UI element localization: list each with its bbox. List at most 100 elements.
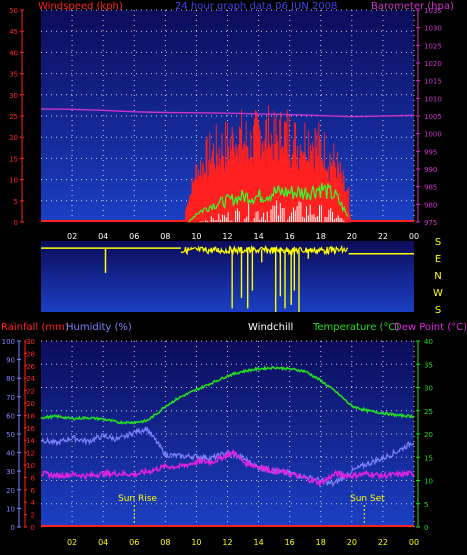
wind-x-tick-label: 20 bbox=[347, 232, 357, 241]
temperature-axis-title: Temperature (°C) bbox=[312, 322, 399, 333]
temperature-tick-label: 40 bbox=[424, 338, 433, 346]
rainfall-tick-label: 12 bbox=[26, 450, 35, 458]
windspeed-area bbox=[186, 134, 351, 223]
temperature-x-tick-label: 14 bbox=[253, 538, 263, 547]
humidity-tick-label: 80 bbox=[6, 375, 15, 383]
wind-x-tick-label: 06 bbox=[129, 232, 139, 241]
temperature-x-tick-label: 08 bbox=[160, 538, 170, 547]
wind-x-tick-label: 08 bbox=[160, 232, 170, 241]
barometer-tick-label: 990 bbox=[424, 166, 437, 174]
temperature-x-tick-label: 04 bbox=[98, 538, 108, 547]
temperature-grid bbox=[41, 340, 415, 527]
humidity-tick-label: 70 bbox=[6, 394, 15, 402]
humidity-axis-title: Humidity (%) bbox=[66, 322, 132, 333]
windspeed-tick-label: 45 bbox=[9, 28, 18, 36]
barometer-tick-label: 1000 bbox=[424, 131, 442, 139]
direction-axis-label: E bbox=[435, 254, 441, 265]
barometer-tick-label: 985 bbox=[424, 184, 437, 192]
rainfall-tick-label: 24 bbox=[26, 375, 35, 383]
humidity-tick-label: 50 bbox=[6, 431, 15, 439]
windspeed-tick-label: 30 bbox=[9, 92, 18, 100]
barometer-tick-label: 1035 bbox=[424, 7, 442, 15]
rainfall-tick-label: 20 bbox=[26, 400, 35, 408]
temperature-x-tick-label: 22 bbox=[378, 538, 388, 547]
dewpoint-line bbox=[40, 448, 415, 488]
barometer-tick-label: 1005 bbox=[424, 113, 442, 121]
rainfall-tick-label: 14 bbox=[26, 437, 35, 445]
barometer-tick-label: 1010 bbox=[424, 95, 442, 103]
windspeed-tick-label: 20 bbox=[9, 134, 18, 142]
graph-date-title: 24 hour graph data 06 JUN 2008 bbox=[175, 1, 337, 12]
temperature-tick-label: 15 bbox=[424, 454, 433, 462]
windspeed-tick-label: 50 bbox=[9, 7, 18, 15]
rainfall-tick-label: 0 bbox=[31, 524, 35, 532]
wind-x-tick-label: 16 bbox=[285, 232, 295, 241]
rainfall-tick-label: 16 bbox=[26, 425, 35, 433]
wind-x-tick-label: 22 bbox=[378, 232, 388, 241]
wind-x-tick-label: 00 bbox=[409, 232, 419, 241]
sunset-label: Sun Set bbox=[350, 494, 385, 504]
humidity-line bbox=[40, 425, 415, 488]
rainfall-tick-label: 22 bbox=[26, 388, 35, 396]
windspeed-tick-label: 0 bbox=[14, 219, 18, 227]
rainfall-tick-label: 6 bbox=[31, 487, 36, 495]
wind-axes: 0510152025303540455097598098599099510001… bbox=[9, 7, 442, 241]
wind-x-tick-label: 14 bbox=[253, 232, 263, 241]
barometer-tick-label: 975 bbox=[424, 219, 437, 227]
barometer-axis-title: Barometer (hpa) bbox=[371, 1, 454, 12]
barometer-tick-label: 1025 bbox=[424, 42, 442, 50]
barometer-tick-label: 980 bbox=[424, 201, 437, 209]
direction-noise bbox=[180, 244, 348, 256]
direction-axis-label: S bbox=[435, 237, 441, 248]
humidity-tick-label: 100 bbox=[2, 338, 15, 346]
temperature-tick-label: 35 bbox=[424, 361, 433, 369]
rainfall-tick-label: 18 bbox=[26, 412, 35, 420]
windspeed-tick-label: 40 bbox=[9, 49, 18, 57]
temperature-x-tick-label: 20 bbox=[347, 538, 357, 547]
wind-x-tick-label: 04 bbox=[98, 232, 108, 241]
rainfall-tick-label: 8 bbox=[31, 474, 35, 482]
windspeed-tick-label: 15 bbox=[9, 155, 18, 163]
dewpoint-axis-title: Dew Point (°C) bbox=[394, 322, 467, 333]
temperature-x-tick-label: 00 bbox=[409, 538, 419, 547]
windspeed-tick-label: 25 bbox=[9, 113, 18, 121]
temperature-x-tick-label: 10 bbox=[191, 538, 201, 547]
direction-plot-area bbox=[41, 241, 414, 312]
temperature-panel: 0102030405060708090100024681012141618202… bbox=[1, 322, 467, 547]
wind-x-tick-label: 10 bbox=[191, 232, 201, 241]
temperature-axes: 0102030405060708090100024681012141618202… bbox=[2, 338, 433, 547]
temperature-tick-label: 10 bbox=[424, 478, 433, 486]
direction-axis-label: N bbox=[434, 271, 441, 282]
rainfall-tick-label: 30 bbox=[26, 338, 35, 346]
wind-panel: 0510152025303540455097598098599099510001… bbox=[9, 1, 454, 241]
windchill-axis-title: Windchill bbox=[248, 322, 293, 333]
temperature-x-tick-label: 18 bbox=[316, 538, 326, 547]
barometer-tick-label: 1030 bbox=[424, 25, 442, 33]
rainfall-tick-label: 10 bbox=[26, 462, 35, 470]
humidity-tick-label: 40 bbox=[6, 450, 15, 458]
windspeed-tick-label: 5 bbox=[14, 198, 18, 206]
temperature-x-tick-label: 12 bbox=[222, 538, 232, 547]
temperature-x-tick-label: 02 bbox=[67, 538, 77, 547]
wind-series bbox=[40, 105, 415, 223]
humidity-tick-label: 10 bbox=[6, 505, 15, 513]
temperature-tick-label: 30 bbox=[424, 385, 433, 393]
temperature-line bbox=[40, 365, 414, 425]
barometer-tick-label: 995 bbox=[424, 148, 437, 156]
wind-x-tick-label: 18 bbox=[316, 232, 326, 241]
wind-x-tick-label: 12 bbox=[222, 232, 232, 241]
barometer-tick-label: 1020 bbox=[424, 60, 442, 68]
humidity-tick-label: 90 bbox=[6, 357, 15, 365]
direction-series bbox=[41, 244, 414, 312]
direction-axis-label: S bbox=[435, 305, 441, 316]
rainfall-tick-label: 28 bbox=[26, 350, 35, 358]
rainfall-tick-label: 4 bbox=[31, 499, 36, 507]
temperature-x-tick-label: 16 bbox=[285, 538, 295, 547]
temperature-tick-label: 20 bbox=[424, 431, 433, 439]
wind-average-line bbox=[188, 182, 349, 223]
sunrise-label: Sun Rise bbox=[118, 494, 157, 504]
humidity-tick-label: 30 bbox=[6, 468, 15, 476]
